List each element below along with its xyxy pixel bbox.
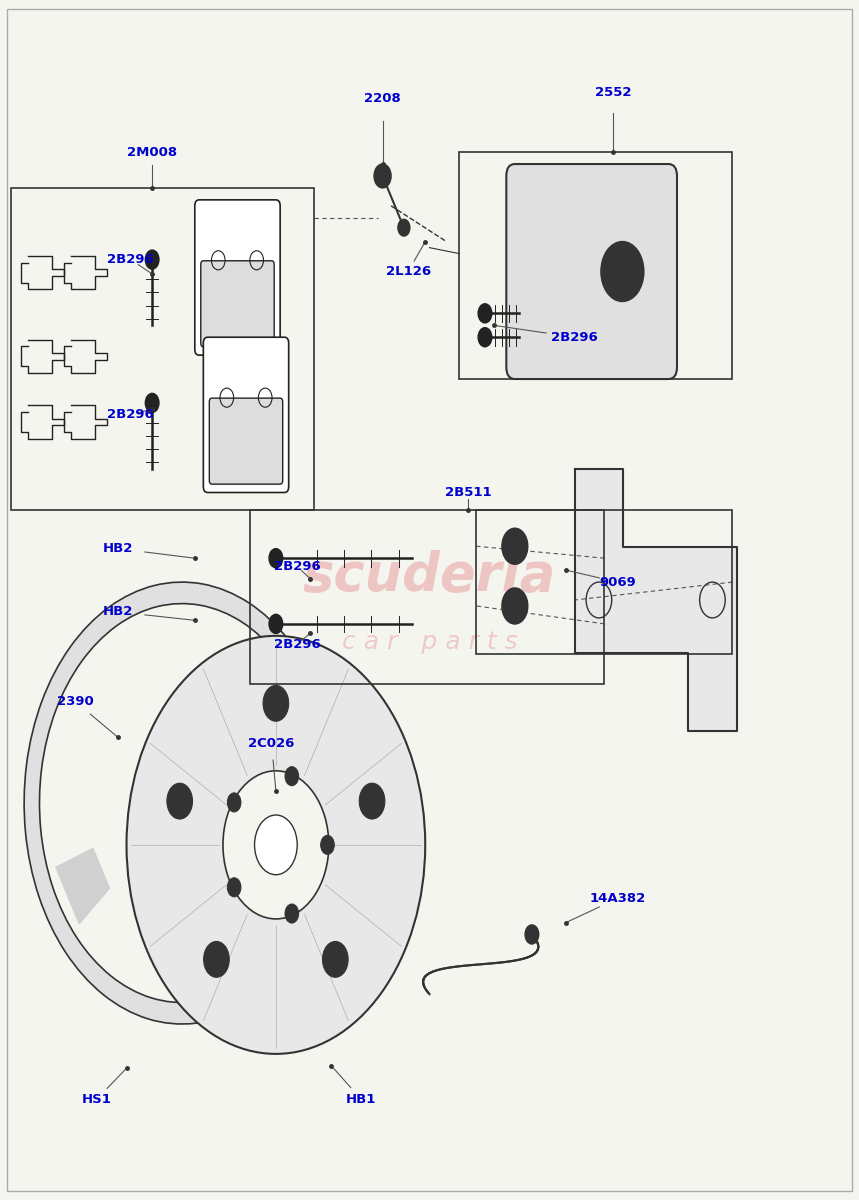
Circle shape	[269, 614, 283, 634]
Bar	[477, 510, 733, 654]
Text: scuderia: scuderia	[303, 550, 556, 602]
Circle shape	[508, 536, 521, 556]
Text: 2390: 2390	[57, 695, 94, 708]
Text: HS1: HS1	[82, 1093, 112, 1105]
Polygon shape	[56, 848, 109, 924]
Text: 2552: 2552	[594, 86, 631, 98]
Circle shape	[145, 394, 159, 413]
Text: c a r   p a r t s: c a r p a r t s	[342, 630, 517, 654]
Text: 2B296: 2B296	[274, 637, 320, 650]
Circle shape	[359, 784, 385, 820]
Text: 2L126: 2L126	[386, 265, 430, 278]
Circle shape	[502, 528, 527, 564]
FancyBboxPatch shape	[195, 200, 280, 355]
FancyBboxPatch shape	[201, 260, 274, 347]
Circle shape	[322, 942, 348, 977]
FancyBboxPatch shape	[210, 398, 283, 484]
Text: 9069: 9069	[599, 576, 636, 588]
Circle shape	[285, 767, 299, 786]
Circle shape	[320, 835, 334, 854]
Bar	[11, 188, 314, 510]
Text: 2B296: 2B296	[274, 560, 320, 574]
Circle shape	[269, 548, 283, 568]
FancyBboxPatch shape	[506, 164, 677, 379]
Circle shape	[374, 164, 391, 188]
Circle shape	[508, 596, 521, 616]
Wedge shape	[24, 582, 319, 1024]
Polygon shape	[575, 469, 737, 731]
Circle shape	[478, 328, 492, 347]
Text: 2208: 2208	[364, 92, 401, 104]
Circle shape	[525, 925, 539, 944]
Circle shape	[145, 250, 159, 269]
Text: 14A382: 14A382	[589, 892, 645, 905]
Circle shape	[478, 304, 492, 323]
Text: 2M008: 2M008	[127, 145, 177, 158]
Circle shape	[223, 770, 329, 919]
Circle shape	[228, 877, 241, 896]
Text: 2B511: 2B511	[445, 486, 491, 499]
Text: HB2: HB2	[103, 606, 133, 618]
Circle shape	[263, 685, 289, 721]
Text: 2B296: 2B296	[107, 253, 154, 266]
Text: 2B296: 2B296	[551, 331, 598, 343]
Circle shape	[502, 588, 527, 624]
Bar	[460, 152, 733, 379]
Circle shape	[254, 815, 297, 875]
Text: 2C026: 2C026	[248, 737, 295, 750]
Circle shape	[398, 220, 410, 236]
Circle shape	[204, 942, 229, 977]
Circle shape	[167, 784, 192, 820]
Circle shape	[285, 904, 299, 923]
Circle shape	[601, 241, 643, 301]
Text: 2B296: 2B296	[107, 408, 154, 421]
Text: HB2: HB2	[103, 542, 133, 556]
Text: HB1: HB1	[346, 1093, 376, 1105]
Bar	[250, 510, 605, 684]
FancyBboxPatch shape	[204, 337, 289, 492]
Circle shape	[126, 636, 425, 1054]
Circle shape	[228, 793, 241, 812]
